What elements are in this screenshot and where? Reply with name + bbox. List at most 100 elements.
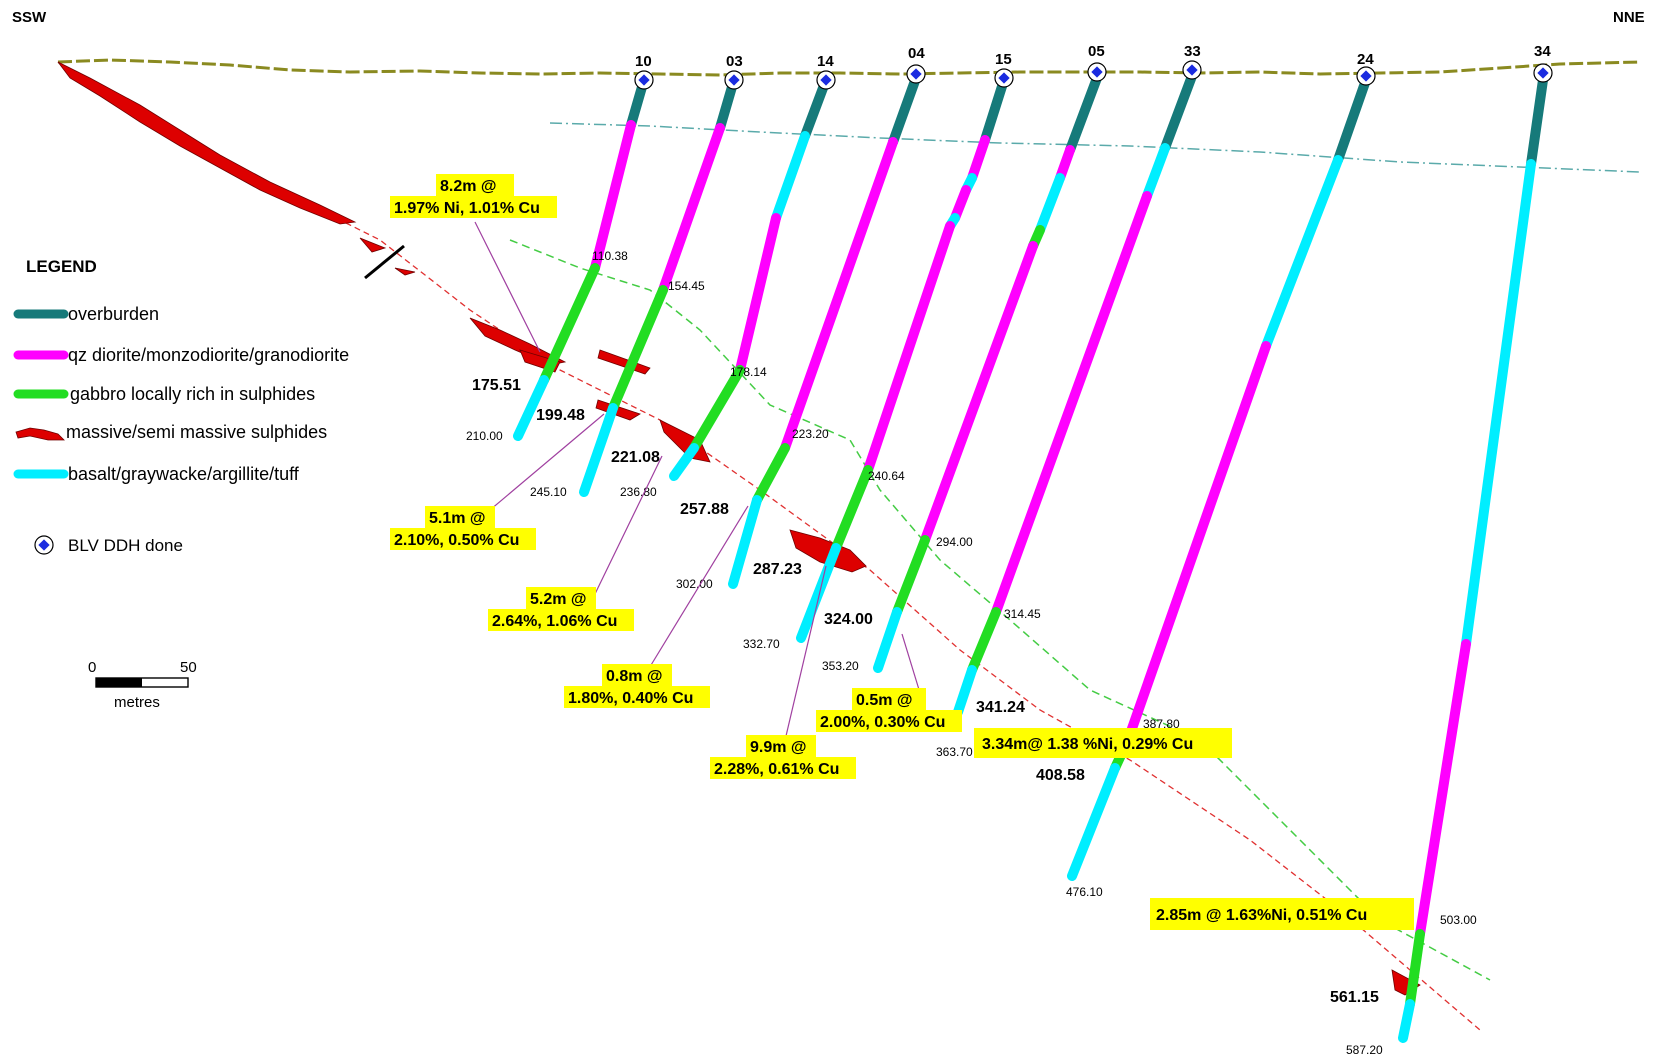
intercept-callouts: 8.2m @ 1.97% Ni, 1.01% Cu 5.1m @ 2.10%, … <box>390 174 1414 930</box>
ore-depth-label: 341.24 <box>976 699 1025 716</box>
fault-marker <box>364 244 405 280</box>
legend-item-massive-sulphides: massive/semi massive sulphides <box>15 422 327 442</box>
contact-depth-label: 110.38 <box>592 249 628 263</box>
svg-text:qz diorite/monzodiorite/granod: qz diorite/monzodiorite/granodiorite <box>68 345 349 365</box>
hole-id-label: 14 <box>817 53 834 70</box>
svg-text:BLV DDH done: BLV DDH done <box>68 536 183 555</box>
overburden-base-line <box>549 122 1641 173</box>
ore-depth-label: 561.15 <box>1330 989 1379 1006</box>
svg-text:1.97% Ni, 1.01% Cu: 1.97% Ni, 1.01% Cu <box>394 200 540 217</box>
hole-id-labels: 10 03 14 04 15 05 33 24 34 <box>635 43 1551 70</box>
direction-left-label: SSW <box>12 9 47 26</box>
ore-depth-label: 257.88 <box>680 501 729 518</box>
hole-id-label: 04 <box>908 45 925 62</box>
end-depth-label: 587.20 <box>1346 1043 1383 1057</box>
hole-id-label: 15 <box>995 51 1012 68</box>
svg-text:overburden: overburden <box>68 304 159 324</box>
hole-id-label: 05 <box>1088 43 1105 60</box>
hole-id-label: 10 <box>635 53 652 70</box>
svg-text:5.2m @: 5.2m @ <box>530 591 587 608</box>
intercept-callout: 0.8m @ 1.80%, 0.40% Cu <box>564 664 710 708</box>
ore-depth-label: 199.48 <box>536 407 585 424</box>
drill-hole-04 <box>728 73 921 589</box>
intercept-callout: 8.2m @ 1.97% Ni, 1.01% Cu <box>390 174 557 218</box>
legend-item-overburden: overburden <box>13 304 159 324</box>
massive-sulphide-lenses <box>57 61 1421 996</box>
scale-max-label: 50 <box>180 659 197 676</box>
end-depth-label: 476.10 <box>1066 885 1103 899</box>
hole-id-label: 24 <box>1357 51 1374 68</box>
end-depth-label: 353.20 <box>822 659 859 673</box>
hole-id-label: 03 <box>726 53 743 70</box>
hole-id-label: 33 <box>1184 43 1201 60</box>
collar-markers <box>634 60 1553 90</box>
collar-03 <box>724 70 744 90</box>
drill-hole-33 <box>953 71 1197 717</box>
contact-depth-labels: 110.38 154.45 178.14 223.20 240.64 294.0… <box>592 249 1477 927</box>
svg-text:0.8m @: 0.8m @ <box>606 668 663 685</box>
svg-text:massive/semi massive sulphides: massive/semi massive sulphides <box>66 422 327 442</box>
svg-text:2.85m @ 1.63%Ni, 0.51% Cu: 2.85m @ 1.63%Ni, 0.51% Cu <box>1156 907 1367 924</box>
scale-zero-label: 0 <box>88 659 96 676</box>
ore-depth-label: 287.23 <box>753 561 802 578</box>
end-depth-label: 302.00 <box>676 577 713 591</box>
legend: LEGEND overburden qz diorite/monzodiorit… <box>13 257 349 555</box>
intercept-callout: 5.1m @ 2.10%, 0.50% Cu <box>390 506 536 550</box>
contact-depth-label: 178.14 <box>730 365 767 379</box>
svg-text:8.2m @: 8.2m @ <box>440 178 497 195</box>
collar-05 <box>1087 62 1107 82</box>
scale-unit-label: metres <box>114 694 160 711</box>
direction-right-label: NNE <box>1613 9 1645 26</box>
svg-text:5.1m @: 5.1m @ <box>429 510 486 527</box>
svg-text:basalt/graywacke/argillite/tuf: basalt/graywacke/argillite/tuff <box>68 464 300 484</box>
svg-text:2.28%, 0.61% Cu: 2.28%, 0.61% Cu <box>714 761 839 778</box>
legend-item-basalt: basalt/graywacke/argillite/tuff <box>13 464 300 484</box>
contact-depth-label: 240.64 <box>868 469 905 483</box>
svg-text:2.64%, 1.06% Cu: 2.64%, 1.06% Cu <box>492 613 617 630</box>
drill-holes <box>513 71 1548 1043</box>
svg-text:0.5m @: 0.5m @ <box>856 692 913 709</box>
legend-item-gabbro: gabbro locally rich in sulphides <box>13 384 315 404</box>
end-depth-label: 363.70 <box>936 745 973 759</box>
scale-bar: 0 50 metres <box>88 659 197 711</box>
ore-depth-label: 221.08 <box>611 449 660 466</box>
svg-text:1.80%, 0.40% Cu: 1.80%, 0.40% Cu <box>568 690 693 707</box>
drill-hole-05 <box>873 73 1102 673</box>
intercept-callout: 5.2m @ 2.64%, 1.06% Cu <box>488 587 634 631</box>
collar-15 <box>994 68 1014 88</box>
topographic-surface-line <box>57 58 1641 77</box>
end-depth-label: 236.80 <box>620 485 657 499</box>
contact-depth-label: 223.20 <box>792 427 829 441</box>
collar-14 <box>816 70 836 90</box>
drill-hole-14 <box>669 75 831 481</box>
collar-24 <box>1356 66 1376 86</box>
svg-text:2.00%, 0.30% Cu: 2.00%, 0.30% Cu <box>820 714 945 731</box>
contact-depth-label: 314.45 <box>1004 607 1041 621</box>
collar-34 <box>1533 63 1553 83</box>
collar-10 <box>634 70 654 90</box>
ore-zone-trace-line <box>57 61 1481 1031</box>
end-depth-label: 245.10 <box>530 485 567 499</box>
intercept-callout: 9.9m @ 2.28%, 0.61% Cu <box>710 735 856 779</box>
svg-text:gabbro locally rich in sulphid: gabbro locally rich in sulphides <box>70 384 315 404</box>
contact-depth-label: 154.45 <box>668 279 705 293</box>
ore-depth-label: 408.58 <box>1036 767 1085 784</box>
svg-text:9.9m @: 9.9m @ <box>750 739 807 756</box>
hole-id-label: 34 <box>1534 43 1551 60</box>
drill-hole-03 <box>579 75 739 497</box>
intercept-callout: 3.34m@ 1.38 %Ni, 0.29% Cu <box>974 728 1232 758</box>
contact-depth-label: 294.00 <box>936 535 973 549</box>
contact-depth-label: 387.80 <box>1143 717 1180 731</box>
end-depth-label: 210.00 <box>466 429 503 443</box>
contact-depth-label: 503.00 <box>1440 913 1477 927</box>
svg-text:2.10%, 0.50% Cu: 2.10%, 0.50% Cu <box>394 532 519 549</box>
intercept-callout: 0.5m @ 2.00%, 0.30% Cu <box>816 688 962 732</box>
legend-item-qz-diorite: qz diorite/monzodiorite/granodiorite <box>13 345 349 365</box>
legend-title: LEGEND <box>26 257 97 276</box>
ore-depth-labels: 175.51 199.48 221.08 257.88 287.23 324.0… <box>472 377 1379 1006</box>
collar-04 <box>906 64 926 84</box>
drill-hole-15 <box>796 75 1009 643</box>
intercept-callout: 2.85m @ 1.63%Ni, 0.51% Cu <box>1150 898 1414 930</box>
ore-depth-label: 175.51 <box>472 377 521 394</box>
